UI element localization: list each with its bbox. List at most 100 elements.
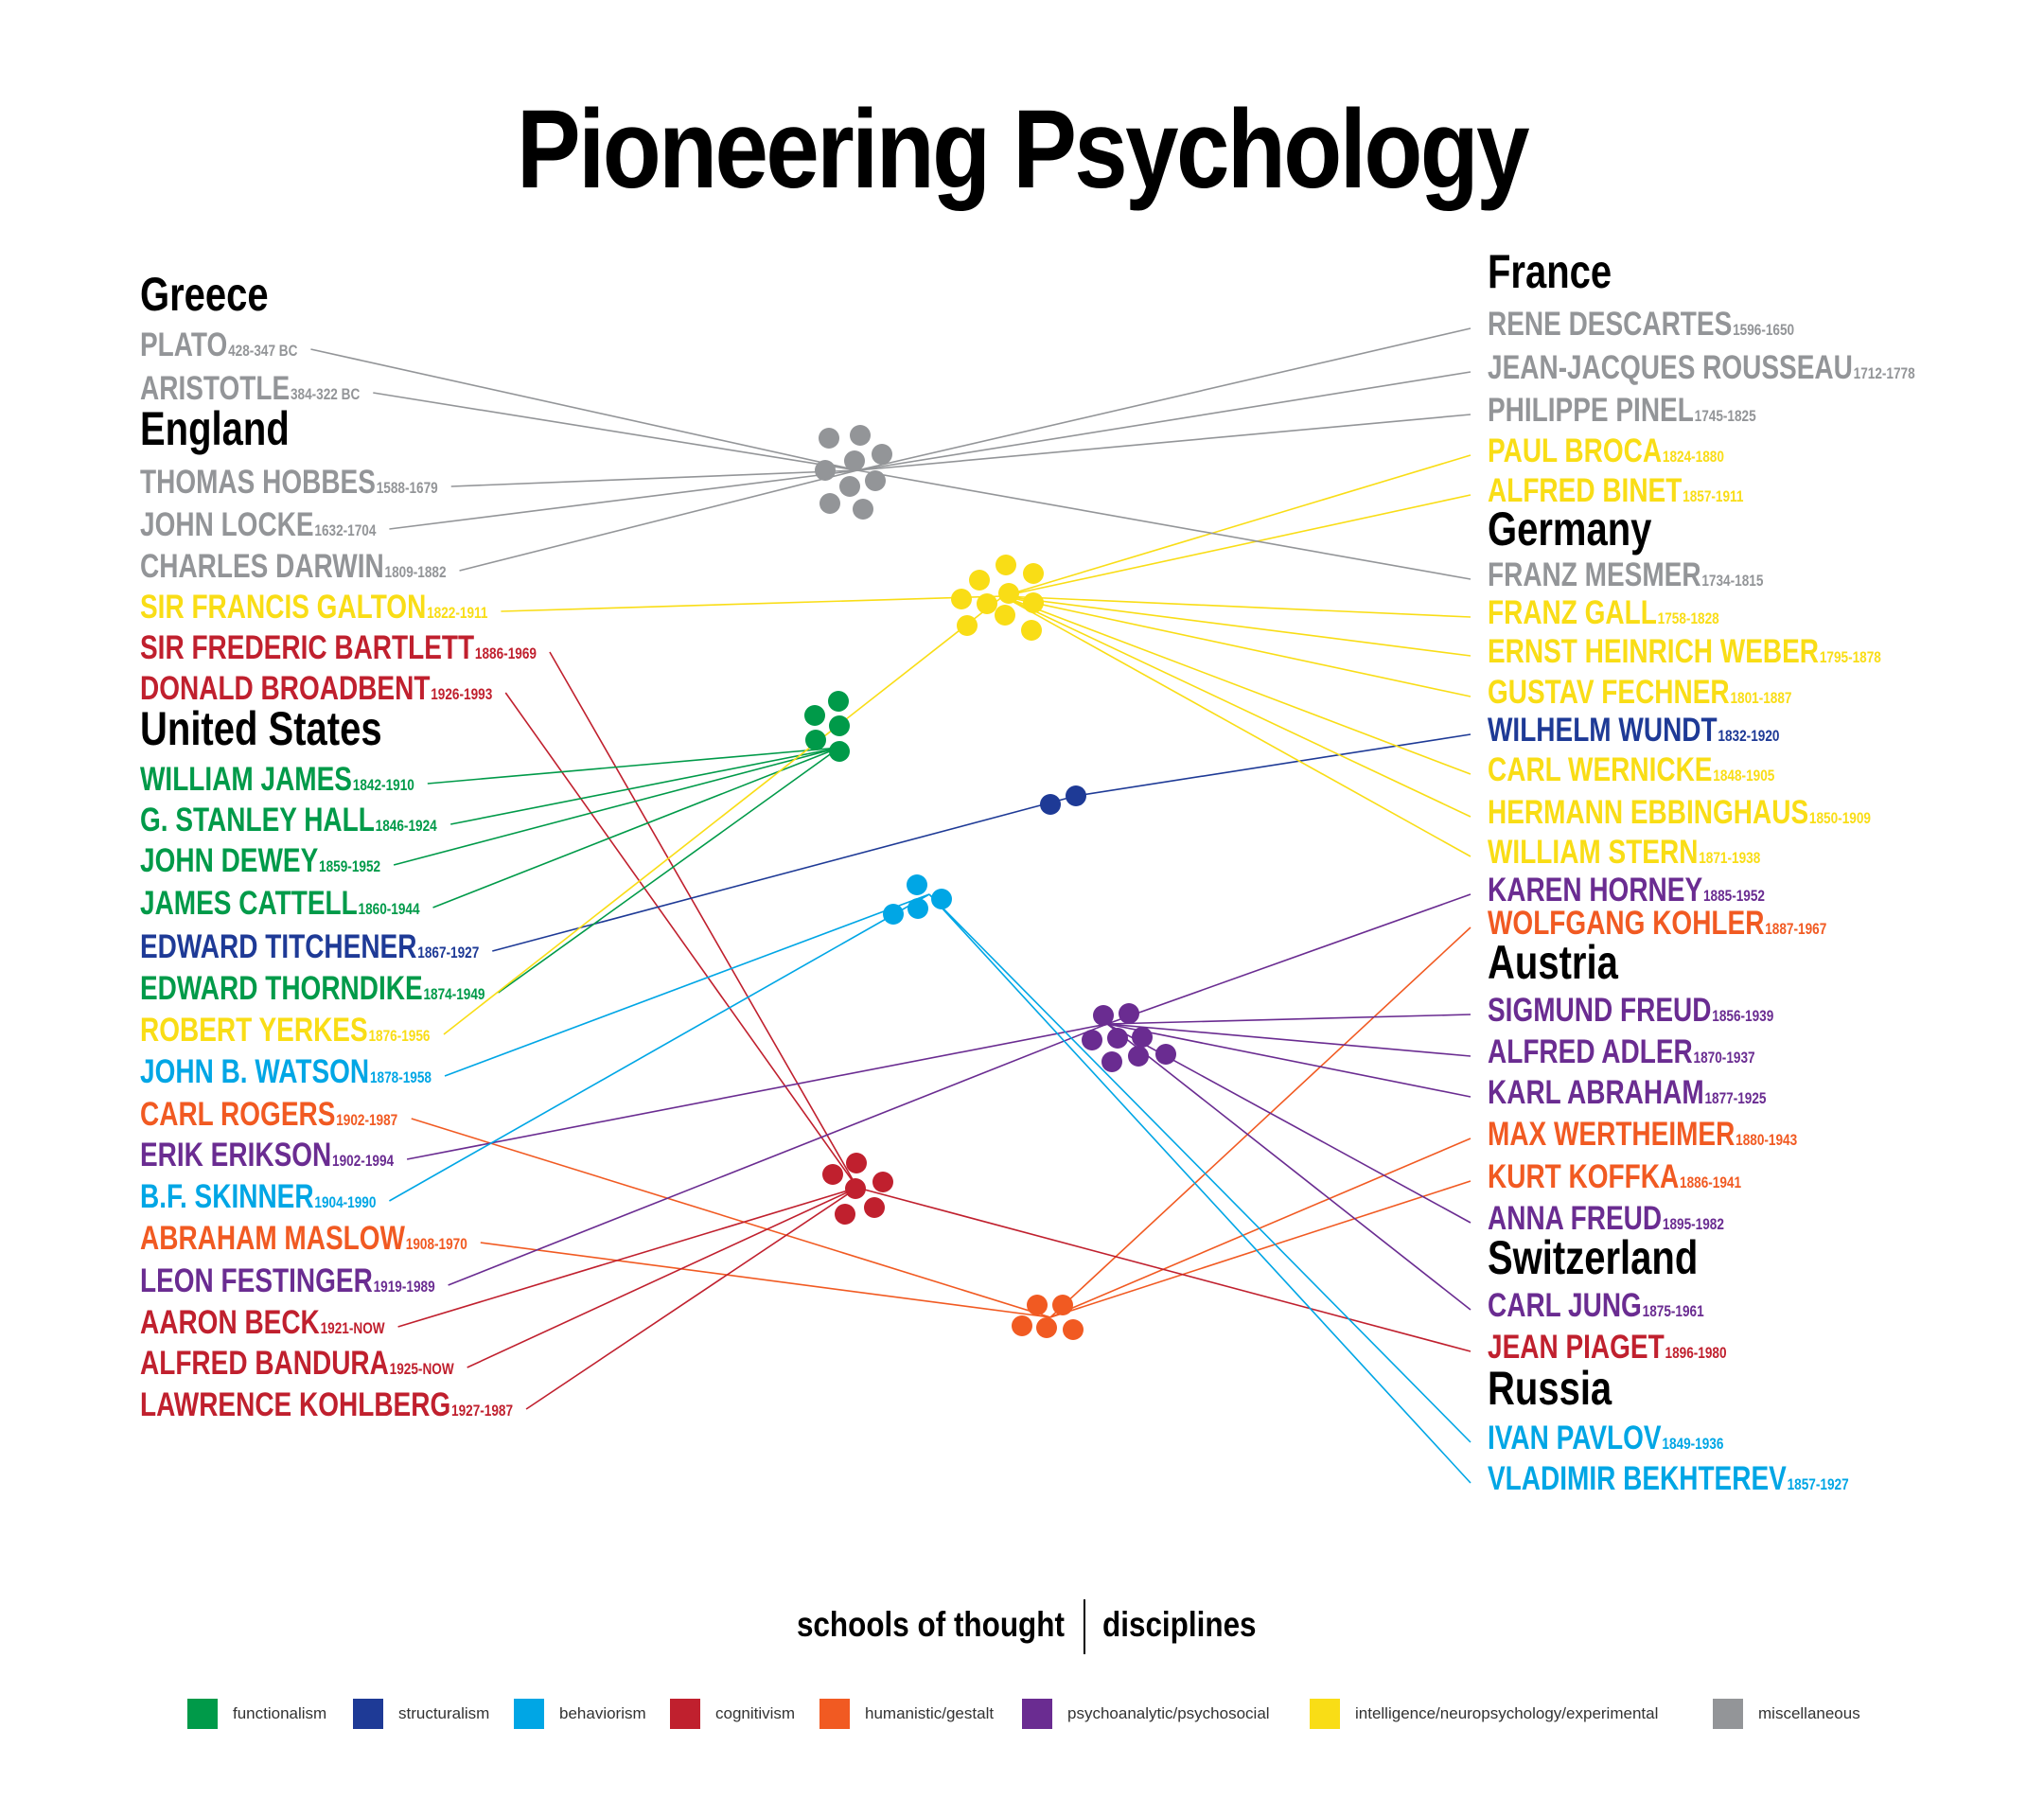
- person-dates: 1832-1920: [1718, 727, 1780, 745]
- school-dot: [1132, 1027, 1153, 1048]
- country-heading: Austria: [1488, 936, 1618, 989]
- person-entry: JOHN B. WATSON1878-1958: [140, 1055, 432, 1088]
- school-dot: [1036, 1317, 1057, 1338]
- person-entry: GUSTAV FECHNER1801-1887: [1488, 676, 1791, 709]
- person-name: CARL WERNICKE: [1488, 751, 1713, 788]
- person-entry: ANNA FREUD1895-1982: [1488, 1202, 1724, 1235]
- person-dates: 1875-1961: [1642, 1302, 1704, 1320]
- person-entry: ERNST HEINRICH WEBER1795-1878: [1488, 635, 1881, 668]
- person-entry: VLADIMIR BEKHTEREV1857-1927: [1488, 1462, 1849, 1495]
- connector-line: [411, 1118, 1051, 1318]
- person-entry: SIR FRANCIS GALTON1822-1911: [140, 591, 487, 624]
- person-name: EDWARD THORNDIKE: [140, 970, 423, 1007]
- connector-line: [1002, 595, 1471, 657]
- legend-label: intelligence/neuropsychology/experimenta…: [1355, 1704, 1659, 1722]
- person-name: PLATO: [140, 326, 228, 363]
- school-dot: [822, 1164, 843, 1185]
- person-dates: 1860-1944: [358, 900, 420, 918]
- person-dates: 1842-1910: [352, 776, 414, 794]
- connector-line: [389, 469, 858, 530]
- school-dot: [1128, 1046, 1149, 1067]
- person-name: GUSTAV FECHNER: [1488, 674, 1730, 711]
- person-entry: JEAN PIAGET1896-1980: [1488, 1331, 1727, 1364]
- school-dot: [1063, 1319, 1084, 1340]
- person-name: VLADIMIR BEKHTEREV: [1488, 1460, 1787, 1497]
- person-entry: KAREN HORNEY1885-1952: [1488, 873, 1765, 907]
- person-dates: 1849-1936: [1662, 1435, 1724, 1453]
- person-entry: ALFRED BANDURA1925-NOW: [140, 1347, 454, 1380]
- connector-line: [928, 893, 1471, 1443]
- school-dot: [1012, 1315, 1032, 1336]
- school-dot: [1023, 592, 1044, 613]
- person-entry: JAMES CATTELL1860-1944: [140, 887, 420, 920]
- person-dates: 1596-1650: [1733, 321, 1795, 339]
- person-entry: ARISTOTLE384-322 BC: [140, 372, 360, 405]
- school-dot: [1155, 1044, 1176, 1065]
- connector-line: [1106, 1023, 1471, 1098]
- connector-line: [310, 348, 858, 471]
- person-dates: 1857-1911: [1683, 487, 1744, 505]
- person-entry: EDWARD TITCHENER1867-1927: [140, 930, 479, 963]
- school-dot: [951, 589, 972, 609]
- connector-line: [1002, 595, 1471, 697]
- person-dates: 1588-1679: [376, 479, 438, 497]
- legend-swatch: [187, 1699, 218, 1729]
- country-heading: Germany: [1488, 503, 1652, 556]
- school-dot: [1107, 1028, 1128, 1049]
- person-name: JOHN DEWEY: [140, 842, 319, 879]
- person-name: CHARLES DARWIN: [140, 548, 384, 585]
- person-entry: ABRAHAM MASLOW1908-1970: [140, 1222, 467, 1255]
- legend-swatch: [514, 1699, 544, 1729]
- school-dot: [850, 425, 871, 446]
- person-dates: 1902-1987: [336, 1111, 398, 1129]
- person-name: ERNST HEINRICH WEBER: [1488, 633, 1820, 670]
- person-dates: 1801-1887: [1730, 689, 1792, 707]
- connector-line: [928, 893, 1471, 1484]
- person-name: JOHN B. WATSON: [140, 1053, 370, 1090]
- person-entry: PLATO428-347 BC: [140, 328, 297, 362]
- school-dot: [864, 1197, 885, 1218]
- person-dates: 1846-1924: [375, 817, 437, 835]
- person-dates: 1887-1967: [1765, 920, 1827, 938]
- person-name: HERMANN EBBINGHAUS: [1488, 794, 1809, 831]
- person-dates: 1632-1704: [314, 521, 377, 539]
- person-dates: 1848-1905: [1713, 767, 1775, 785]
- person-entry: JOHN DEWEY1859-1952: [140, 844, 380, 877]
- connector-line: [1002, 595, 1471, 818]
- person-name: KARL ABRAHAM: [1488, 1074, 1704, 1111]
- person-name: RENE DESCARTES: [1488, 306, 1733, 343]
- connector-line: [432, 747, 840, 908]
- legend-swatch: [1022, 1699, 1052, 1729]
- legend-label: psychoanalytic/psychosocial: [1067, 1704, 1270, 1722]
- connector-line: [467, 1187, 858, 1368]
- person-name: PHILIPPE PINEL: [1488, 392, 1694, 429]
- country-heading: Switzerland: [1488, 1231, 1699, 1284]
- person-name: FRANZ MESMER: [1488, 556, 1701, 593]
- connector-line: [1106, 893, 1471, 1025]
- person-dates: 1896-1980: [1665, 1344, 1727, 1362]
- person-entry: RENE DESCARTES1596-1650: [1488, 308, 1794, 341]
- legend-label: functionalism: [233, 1704, 327, 1722]
- person-entry: IVAN PAVLOV1849-1936: [1488, 1421, 1723, 1455]
- person-name: WILHELM WUNDT: [1488, 712, 1718, 749]
- person-name: ABRAHAM MASLOW: [140, 1220, 405, 1257]
- legend-label: structuralism: [398, 1704, 490, 1722]
- person-entry: FRANZ GALL1758-1828: [1488, 596, 1719, 629]
- person-entry: PHILIPPE PINEL1745-1825: [1488, 394, 1756, 427]
- school-dot: [995, 605, 1015, 626]
- school-dot: [835, 1204, 855, 1225]
- connector-line: [1075, 733, 1471, 797]
- person-dates: 1876-1956: [368, 1027, 431, 1045]
- connector-line: [450, 747, 840, 825]
- person-name: JOHN LOCKE: [140, 506, 314, 543]
- person-entry: ERIK ERIKSON1902-1994: [140, 1138, 394, 1172]
- school-dot: [969, 570, 990, 591]
- connector-line: [480, 1242, 1051, 1318]
- person-dates: 1859-1952: [319, 857, 381, 875]
- person-name: WOLFGANG KOHLER: [1488, 905, 1765, 942]
- person-name: SIGMUND FREUD: [1488, 992, 1712, 1029]
- school-dot: [872, 1172, 893, 1192]
- person-dates: 1856-1939: [1712, 1007, 1774, 1025]
- country-heading: Greece: [140, 268, 269, 321]
- connector-line: [459, 469, 858, 572]
